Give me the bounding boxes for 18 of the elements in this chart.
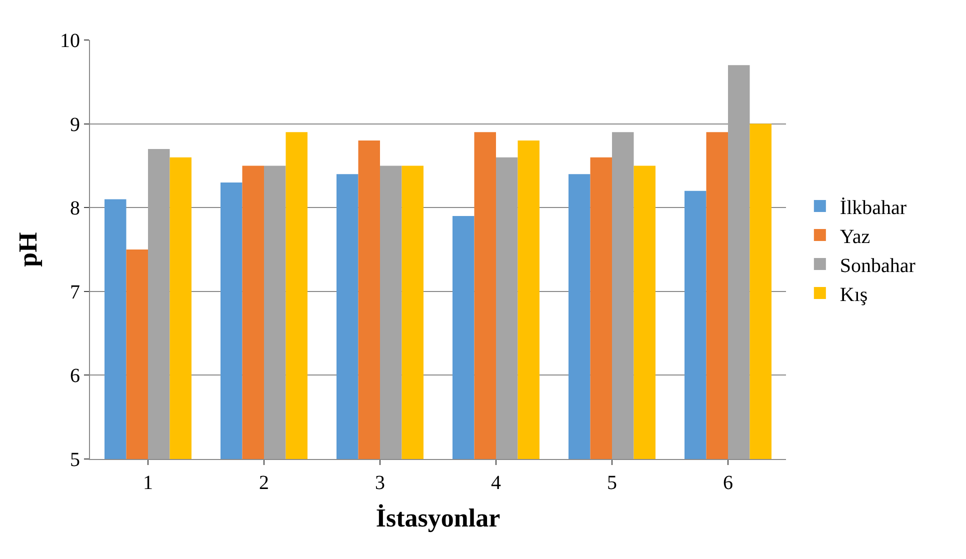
legend-label: İlkbahar: [840, 196, 907, 219]
x-axis-title: İstasyonlar: [376, 504, 500, 533]
y-tick-label: 10: [60, 30, 80, 52]
x-tick-label: 4: [491, 472, 501, 494]
legend-label: Yaz: [840, 226, 870, 248]
x-tick-label: 6: [723, 472, 733, 494]
y-tick-label: 8: [70, 198, 80, 220]
y-tick-label: 9: [70, 114, 80, 136]
legend-label: Kış: [840, 284, 868, 306]
x-tick-label: 2: [259, 472, 269, 494]
y-axis-title: pH: [13, 232, 42, 267]
x-tick-label: 1: [143, 472, 153, 494]
x-tick-label: 5: [607, 472, 617, 494]
x-tick-label: 3: [375, 472, 385, 494]
y-tick-label: 6: [70, 365, 80, 388]
y-tick-label: 5: [70, 449, 80, 471]
y-tick-label: 7: [70, 281, 80, 304]
legend-label: Sonbahar: [840, 254, 916, 277]
